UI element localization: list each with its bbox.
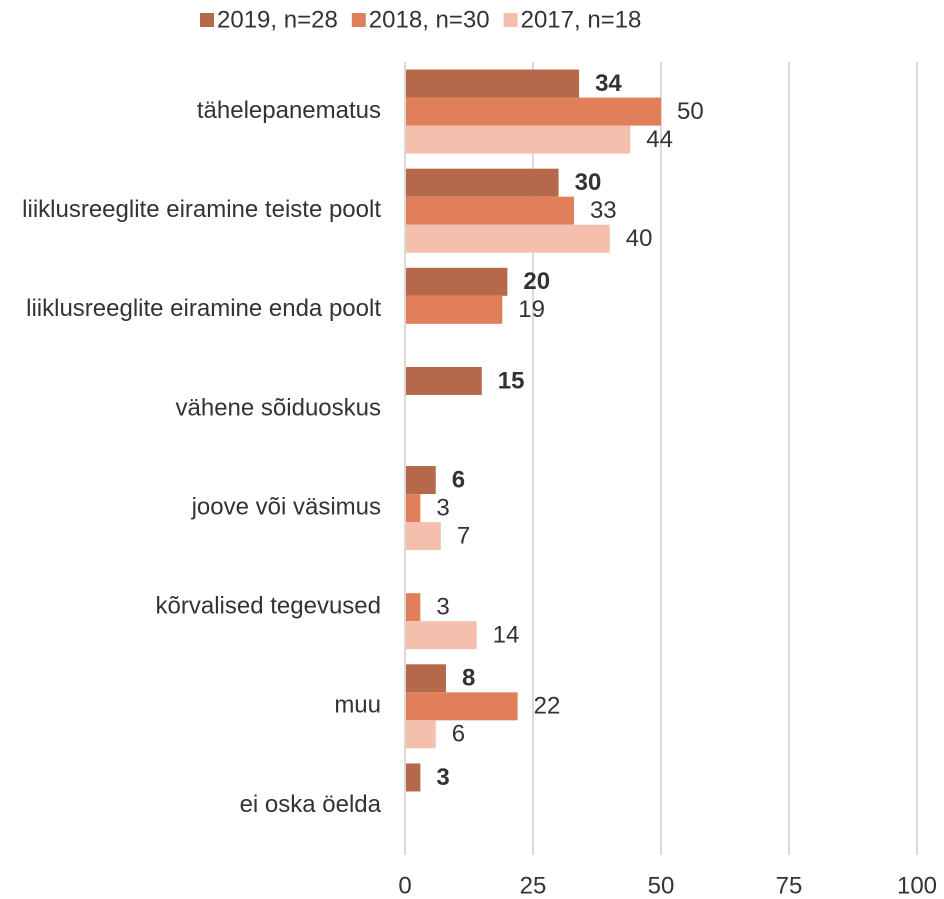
- bar: [405, 692, 518, 721]
- legend-label: 2019, n=28: [217, 6, 338, 33]
- x-tick-label: 75: [776, 872, 803, 899]
- bar: [405, 522, 441, 551]
- bar: [405, 593, 421, 622]
- bar: [405, 494, 421, 523]
- bar: [405, 366, 482, 395]
- bar: [405, 664, 446, 693]
- legend-label: 2017, n=18: [521, 6, 642, 33]
- category-label: kõrvalised tegevused: [156, 593, 381, 620]
- bar: [405, 267, 508, 296]
- value-label: 30: [575, 169, 602, 196]
- bar: [405, 97, 661, 126]
- legend-swatch: [351, 13, 366, 27]
- bar: [405, 168, 559, 197]
- legend-label: 2018, n=30: [369, 6, 490, 33]
- value-label: 34: [595, 70, 622, 97]
- bar: [405, 224, 610, 253]
- value-label: 3: [436, 764, 449, 791]
- value-label: 40: [626, 225, 653, 252]
- bar: [405, 763, 421, 792]
- category-label: liiklusreeglite eiramine teiste poolt: [22, 196, 381, 223]
- value-label: 6: [452, 721, 465, 748]
- x-tick-label: 50: [648, 872, 675, 899]
- value-label: 50: [677, 98, 704, 125]
- bar: [405, 295, 503, 324]
- bar: [405, 196, 574, 225]
- category-label: liiklusreeglite eiramine enda poolt: [26, 295, 381, 322]
- category-label: joove või väsimus: [191, 493, 381, 520]
- value-label: 14: [493, 622, 520, 649]
- x-tick-label: 100: [897, 872, 937, 899]
- value-label: 8: [462, 665, 475, 692]
- bar: [405, 69, 580, 98]
- value-label: 3: [436, 494, 449, 521]
- bar: [405, 125, 631, 154]
- x-tick-label: 25: [520, 872, 547, 899]
- value-label: 3: [436, 594, 449, 621]
- category-label: muu: [334, 692, 381, 719]
- category-label: ei oska öelda: [240, 791, 382, 818]
- x-tick-label: 0: [398, 872, 411, 899]
- bar: [405, 466, 436, 495]
- bar: [405, 621, 477, 650]
- category-label: tähelepanematus: [197, 97, 381, 124]
- value-label: 33: [590, 197, 617, 224]
- bar: [405, 720, 436, 749]
- value-label: 7: [457, 522, 470, 549]
- legend-swatch: [200, 13, 214, 27]
- category-label: vähene sõiduoskus: [176, 394, 381, 421]
- legend-swatch: [503, 13, 518, 27]
- value-label: 22: [534, 693, 561, 720]
- value-label: 44: [646, 126, 673, 153]
- value-label: 20: [523, 268, 550, 295]
- value-label: 15: [498, 367, 525, 394]
- value-label: 19: [518, 296, 545, 323]
- value-label: 6: [452, 466, 465, 493]
